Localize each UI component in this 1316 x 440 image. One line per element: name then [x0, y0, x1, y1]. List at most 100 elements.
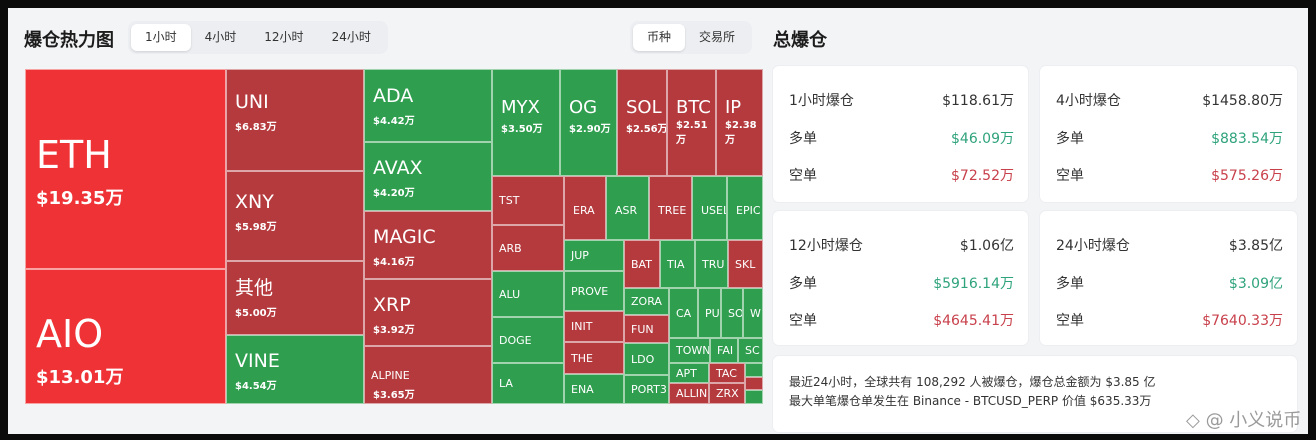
- heatmap-tile[interactable]: THE: [564, 342, 624, 374]
- tab-by-coin[interactable]: 币种: [633, 24, 686, 51]
- heatmap-tile[interactable]: SKL: [728, 240, 763, 288]
- heatmap-tile[interactable]: JUP: [564, 240, 624, 271]
- heatmap-tile[interactable]: BAT: [624, 240, 660, 288]
- summary-line-total: 最近24小时，全球共有 108,292 人被爆仓，爆仓总金额为 $3.85 亿: [789, 375, 1156, 389]
- heatmap-tile[interactable]: XNY $5.98万: [226, 171, 364, 261]
- heatmap-tile[interactable]: PU: [698, 288, 721, 338]
- time-range-tabs: 1小时 4小时 12小时 24小时: [128, 21, 388, 54]
- tile-symbol: TST: [499, 194, 520, 207]
- tile-value: $3.92万: [373, 324, 415, 336]
- tile-symbol: INIT: [571, 320, 593, 333]
- heatmap-tile[interactable]: ADA $4.42万: [364, 69, 492, 142]
- tile-symbol: OG: [569, 97, 598, 118]
- tile-symbol: PORT3: [631, 383, 667, 396]
- long-value: $5916.14万: [933, 276, 1014, 292]
- heatmap-tile[interactable]: UNI $6.83万: [226, 69, 364, 171]
- tab-4h[interactable]: 4小时: [204, 30, 237, 44]
- tile-symbol: SC: [745, 344, 760, 357]
- tile-value: $5.98万: [235, 221, 277, 233]
- card-total: $3.85亿: [1228, 238, 1283, 254]
- heatmap-tile[interactable]: SC: [738, 338, 763, 363]
- heatmap-tile[interactable]: ENA: [564, 374, 624, 404]
- heatmap-tile[interactable]: LDO: [624, 343, 669, 375]
- heatmap-tile[interactable]: TOWN: [669, 338, 710, 363]
- heatmap-tile[interactable]: ALLIN: [669, 383, 709, 404]
- tile-value: $4.54万: [235, 381, 277, 393]
- heatmap-tile[interactable]: IP $2.38万: [716, 69, 763, 176]
- heatmap-tile[interactable]: ZORA: [624, 288, 669, 315]
- app-screen: 爆仓热力图 1小时 4小时 12小时 24小时 币种 交易所 总爆仓 ETH $1…: [8, 8, 1308, 434]
- heatmap-tile[interactable]: W: [743, 288, 763, 338]
- tile-symbol: LDO: [631, 352, 655, 366]
- liquidation-heatmap: ETH $19.35万 AIO $13.01万 UNI $6.83万 XNY $5.98万 其他…: [25, 69, 763, 404]
- heatmap-tile[interactable]: ZRX: [709, 383, 745, 404]
- heatmap-tile[interactable]: ERA: [564, 176, 606, 240]
- card-title: 12小时爆仓: [789, 238, 863, 254]
- heatmap-tile[interactable]: [745, 377, 763, 390]
- heatmap-tile[interactable]: AIO $13.01万: [25, 269, 226, 404]
- heatmap-tile[interactable]: ALPINE $3.65万: [364, 346, 492, 404]
- tile-symbol: CA: [676, 306, 692, 320]
- total-liquidation-title: 总爆仓: [773, 30, 827, 51]
- tile-symbol: ZRX: [716, 387, 739, 400]
- heatmap-tile[interactable]: FUN: [624, 315, 669, 343]
- heatmap-tile[interactable]: TAC: [709, 363, 745, 383]
- short-label: 空单: [789, 168, 817, 184]
- heatmap-tile[interactable]: BTC $2.51万: [667, 69, 716, 176]
- long-label: 多单: [789, 276, 817, 292]
- tile-symbol: BTC: [676, 97, 711, 118]
- heatmap-tile[interactable]: TIA: [660, 240, 695, 288]
- heatmap-tile[interactable]: SO: [721, 288, 743, 338]
- tile-value: $4.16万: [373, 256, 415, 268]
- tab-24h[interactable]: 24小时: [331, 30, 371, 44]
- heatmap-tile[interactable]: USEL: [692, 176, 727, 240]
- tile-symbol: ENA: [571, 382, 594, 396]
- heatmap-tile[interactable]: XRP $3.92万: [364, 279, 492, 346]
- stat-card-1h: 1小时爆仓 $118.61万 多单 $46.09万 空单 $72.52万: [773, 66, 1028, 202]
- heatmap-tile[interactable]: CA: [669, 288, 698, 338]
- tile-value: $2.51万: [676, 119, 708, 146]
- card-title: 1小时爆仓: [789, 93, 854, 109]
- tile-symbol: AIO: [36, 312, 104, 357]
- heatmap-tile[interactable]: FAI: [710, 338, 738, 363]
- tile-symbol: IP: [725, 97, 742, 118]
- heatmap-tile[interactable]: AVAX $4.20万: [364, 142, 492, 211]
- heatmap-tile[interactable]: LA: [492, 363, 564, 404]
- heatmap-tile[interactable]: DOGE: [492, 317, 564, 363]
- heatmap-tile[interactable]: PROVE: [564, 271, 624, 311]
- heatmap-tile[interactable]: TRU: [695, 240, 728, 288]
- heatmap-tile[interactable]: SOL $2.56万: [617, 69, 667, 176]
- heatmap-tile[interactable]: ARB: [492, 225, 564, 271]
- tile-symbol: THE: [571, 351, 593, 365]
- tab-1h[interactable]: 1小时: [131, 24, 191, 51]
- card-title: 4小时爆仓: [1056, 93, 1121, 109]
- heatmap-tile[interactable]: OG $2.90万: [560, 69, 617, 176]
- heatmap-tile[interactable]: TST: [492, 176, 564, 225]
- heatmap-tile[interactable]: 其他 $5.00万: [226, 261, 364, 335]
- heatmap-tile[interactable]: TREE: [649, 176, 692, 240]
- heatmap-tile[interactable]: MAGIC $4.16万: [364, 211, 492, 279]
- heatmap-tile[interactable]: [745, 390, 763, 404]
- stat-card-24h: 24小时爆仓 $3.85亿 多单 $3.09亿 空单 $7640.33万: [1040, 211, 1297, 345]
- heatmap-tile[interactable]: ETH $19.35万: [25, 69, 226, 269]
- tile-symbol: ZORA: [631, 295, 662, 308]
- tile-symbol: BAT: [631, 257, 652, 271]
- short-value: $575.26万: [1211, 168, 1283, 184]
- heatmap-tile[interactable]: APT: [669, 363, 709, 383]
- tile-symbol: TREE: [658, 204, 687, 217]
- tab-by-exchange[interactable]: 交易所: [699, 30, 736, 44]
- heatmap-tile[interactable]: VINE $4.54万: [226, 335, 364, 404]
- tab-12h[interactable]: 12小时: [264, 30, 304, 44]
- tile-symbol: TOWN: [676, 344, 710, 357]
- liquidation-summary: 最近24小时，全球共有 108,292 人被爆仓，爆仓总金额为 $3.85 亿 …: [773, 356, 1297, 432]
- heatmap-tile[interactable]: MYX $3.50万: [492, 69, 560, 176]
- heatmap-tile[interactable]: ASR: [606, 176, 649, 240]
- tile-symbol: SOL: [626, 97, 662, 118]
- heatmap-tile[interactable]: ALU: [492, 271, 564, 317]
- heatmap-tile[interactable]: EPIC: [727, 176, 763, 240]
- long-value: $3.09亿: [1228, 276, 1283, 292]
- heatmap-tile[interactable]: INIT: [564, 311, 624, 342]
- heatmap-tile[interactable]: [745, 363, 763, 377]
- heatmap-tile[interactable]: PORT3: [624, 375, 669, 404]
- tile-symbol: DOGE: [499, 333, 532, 347]
